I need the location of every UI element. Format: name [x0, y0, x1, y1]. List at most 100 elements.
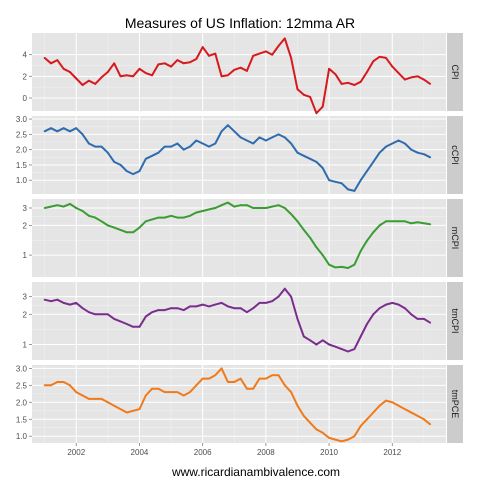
data-point-tmPCE [258, 377, 261, 380]
data-point-CPI [227, 74, 229, 77]
data-point-tmPCE [391, 401, 394, 404]
data-point-tmCPI [50, 300, 52, 303]
data-point-tmCPI [182, 309, 185, 311]
data-point-CPI [75, 77, 78, 80]
data-point-CPI [385, 57, 387, 59]
y-tick-label: 1.0 [16, 432, 28, 441]
data-point-mCPI [258, 207, 261, 209]
data-point-cCPI [227, 124, 229, 127]
data-point-mCPI [410, 222, 413, 225]
data-point-cCPI [347, 188, 349, 191]
data-point-cCPI [410, 148, 413, 151]
data-point-mCPI [94, 216, 97, 219]
data-point-cCPI [334, 180, 337, 183]
data-point-tmPCE [144, 394, 147, 397]
data-point-mCPI [302, 229, 305, 231]
data-point-tmPCE [334, 438, 337, 441]
data-point-tmCPI [157, 309, 160, 311]
data-point-CPI [62, 67, 65, 70]
data-point-tmPCE [106, 401, 109, 404]
data-point-CPI [220, 75, 223, 78]
y-tick-label: 2 [23, 310, 28, 319]
data-point-cCPI [296, 151, 299, 154]
data-point-tmPCE [423, 418, 425, 421]
data-point-tmCPI [132, 325, 135, 328]
data-point-cCPI [81, 133, 84, 136]
data-point-cCPI [151, 154, 154, 157]
data-point-mCPI [163, 216, 166, 219]
data-point-mCPI [416, 221, 419, 224]
data-point-CPI [69, 71, 71, 73]
data-point-mCPI [157, 216, 160, 219]
data-point-tmPCE [347, 438, 349, 441]
y-tick-label: 2.5 [16, 130, 28, 139]
data-point-tmCPI [43, 298, 46, 301]
data-point-tmCPI [233, 307, 236, 310]
data-point-mCPI [220, 204, 223, 207]
data-point-CPI [258, 52, 261, 55]
data-point-tmCPI [359, 335, 362, 338]
data-point-tmCPI [239, 307, 242, 310]
data-point-mCPI [170, 214, 173, 217]
data-point-cCPI [233, 130, 236, 133]
data-point-tmCPI [404, 307, 406, 310]
data-point-CPI [391, 65, 394, 68]
data-point-cCPI [189, 145, 191, 148]
data-point-CPI [429, 83, 432, 85]
data-point-mCPI [347, 267, 349, 269]
data-point-cCPI [315, 161, 318, 163]
data-point-mCPI [125, 231, 128, 234]
data-point-mCPI [385, 220, 387, 223]
data-point-tmPCE [404, 408, 406, 410]
panel-CPI: 0 2 4 CPI [23, 33, 463, 115]
data-point-mCPI [43, 207, 46, 209]
data-point-tmCPI [208, 305, 210, 308]
data-point-tmCPI [113, 318, 116, 320]
data-point-tmCPI [340, 348, 343, 350]
x-tick-label: 2008 [257, 448, 275, 457]
data-point-mCPI [75, 207, 78, 209]
data-point-mCPI [397, 220, 400, 223]
data-point-cCPI [265, 139, 267, 142]
data-point-tmCPI [252, 307, 255, 310]
x-axis: 2002 2004 2006 2008 2010 2012 [67, 443, 402, 457]
data-point-CPI [404, 78, 406, 81]
data-point-tmCPI [227, 305, 229, 308]
panel-background [32, 365, 446, 443]
data-point-tmCPI [347, 350, 349, 353]
data-point-CPI [176, 59, 179, 61]
data-point-cCPI [182, 148, 185, 151]
data-point-tmCPI [328, 343, 330, 346]
data-point-tmPCE [189, 391, 191, 393]
data-point-cCPI [385, 145, 387, 148]
series-line-tmPCE [44, 367, 431, 443]
data-point-tmCPI [214, 303, 217, 306]
data-point-cCPI [94, 145, 97, 148]
data-point-tmPCE [62, 381, 65, 383]
data-point-mCPI [391, 220, 394, 223]
data-point-tmPCE [372, 411, 375, 414]
data-point-mCPI [62, 205, 65, 208]
data-point-tmPCE [410, 411, 413, 414]
data-point-tmPCE [176, 391, 179, 393]
strip-background [447, 282, 463, 360]
data-point-mCPI [252, 207, 255, 209]
data-point-tmPCE [43, 384, 46, 387]
data-point-mCPI [429, 223, 432, 226]
data-point-mCPI [100, 220, 103, 223]
data-point-CPI [113, 62, 116, 65]
x-tick-label: 2002 [67, 448, 85, 457]
data-point-CPI [119, 75, 122, 78]
data-point-cCPI [246, 139, 248, 142]
data-point-tmPCE [132, 409, 135, 412]
data-point-CPI [423, 78, 425, 81]
data-point-CPI [50, 62, 52, 65]
data-point-CPI [378, 55, 381, 58]
panel-tmPCE: 1.0 1.5 2.0 2.5 3.0 tmPCE [16, 364, 463, 443]
panels-layer: 0 2 4 CPI 1.0 1.5 2.0 2.5 3.0 cCPI 1 2 3 mCPI 1 2 3 tmCPI… [16, 33, 463, 443]
y-tick-label: 1 [23, 340, 28, 349]
panel-mCPI: 1 2 3 mCPI [23, 199, 463, 277]
data-point-tmPCE [151, 387, 154, 390]
data-point-mCPI [106, 224, 109, 227]
data-point-cCPI [88, 142, 90, 145]
